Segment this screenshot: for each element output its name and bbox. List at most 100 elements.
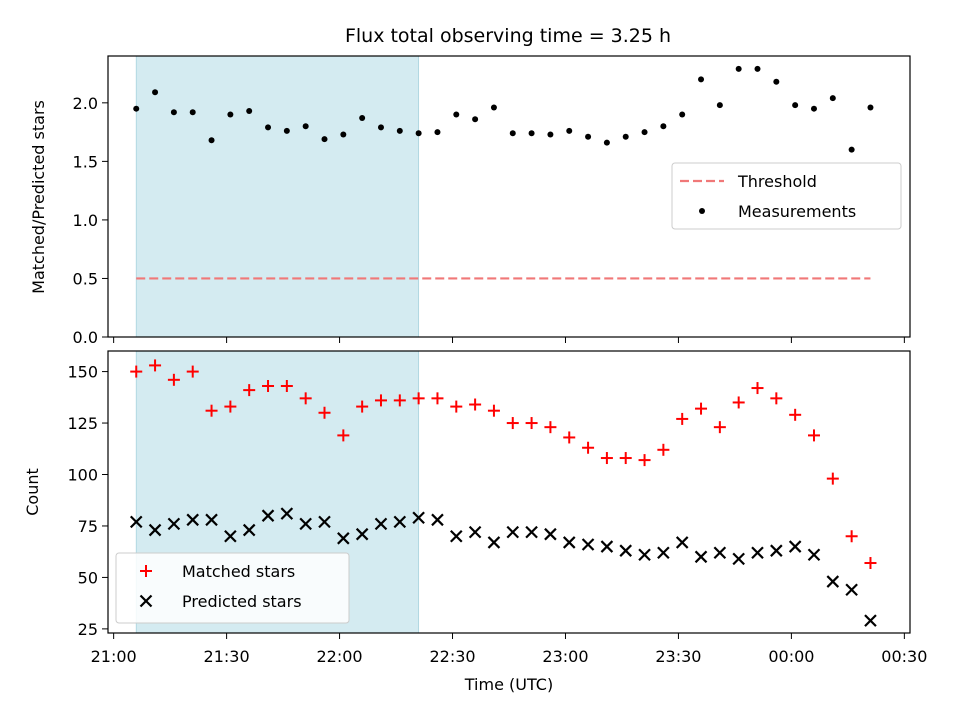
legend-entry: Predicted stars	[139, 592, 302, 611]
measurement-point	[189, 109, 196, 116]
predicted-star-point	[638, 548, 651, 562]
measurement-point	[490, 104, 497, 111]
predicted-star-point	[129, 515, 143, 529]
chart-title: Flux total observing time = 3.25 h	[345, 25, 671, 47]
predicted-star-point	[713, 546, 727, 560]
predicted-star-point	[751, 546, 764, 560]
measurement-point	[415, 130, 422, 137]
predicted-star-point	[242, 523, 256, 537]
bot-legend-box	[115, 552, 350, 624]
measurement-point	[170, 109, 177, 116]
matched-star-point	[544, 421, 557, 434]
matched-star-point	[224, 400, 237, 413]
measurement-point	[377, 124, 384, 131]
predicted-star-point	[431, 513, 444, 527]
predicted-star-point	[299, 517, 312, 531]
x-axis-label: Time (UTC)	[464, 675, 553, 694]
measurement-point	[453, 111, 460, 118]
top-legend-box	[671, 162, 902, 230]
measurement-point	[867, 104, 874, 111]
measurement-point	[472, 116, 479, 123]
matched-star-point	[412, 392, 425, 405]
matched-star-point	[205, 404, 218, 417]
measurement-point	[302, 123, 309, 130]
matched-star-point	[487, 404, 500, 417]
bot-y-tick-label: 50	[78, 568, 98, 587]
measurement-point	[227, 111, 234, 118]
matched-star-point	[130, 365, 143, 378]
predicted-star-point	[864, 614, 877, 627]
measurement-point	[679, 111, 686, 118]
top-y-tick-label: 2.0	[73, 94, 98, 113]
matched-star-point	[600, 452, 613, 465]
top-y-tick-label: 0.0	[73, 328, 98, 347]
legend-label: Matched stars	[182, 562, 295, 581]
measurement-point	[528, 130, 535, 137]
matched-star-point	[450, 400, 463, 413]
predicted-star-point	[506, 525, 520, 539]
legend-entry: Matched stars	[140, 562, 295, 581]
matched-star-point	[770, 392, 783, 405]
measurement-point	[716, 102, 723, 109]
matched-star-point	[695, 402, 708, 415]
predicted-star-point	[280, 507, 294, 520]
predicted-star-point	[412, 511, 425, 525]
measurement-point	[829, 95, 836, 102]
x-tick-label: 00:30	[881, 647, 927, 666]
top-y-tick-label: 0.5	[73, 269, 98, 288]
legend-entry: Threshold	[680, 172, 817, 191]
predicted-star-point	[205, 513, 218, 527]
predicted-star-point	[337, 532, 350, 545]
bottom-y-axis-label: Count	[23, 468, 42, 516]
bottom-plot-frame	[107, 350, 911, 634]
matched-star-point	[280, 379, 293, 392]
measurement-point	[641, 129, 648, 136]
predicted-star-point	[562, 536, 576, 549]
top-y-tick-label: 1.0	[73, 211, 98, 230]
matched-star-point	[582, 441, 595, 454]
predicted-star-point	[525, 525, 538, 539]
predicted-star-point	[826, 575, 840, 588]
predicted-star-point	[355, 527, 369, 541]
legend-label: Predicted stars	[182, 592, 302, 611]
predicted-star-point	[167, 517, 181, 531]
matched-star-point	[356, 400, 369, 413]
predicted-star-point	[675, 536, 689, 549]
measurement-point	[509, 130, 516, 137]
measurement-point	[585, 133, 592, 140]
matched-star-point	[299, 392, 312, 405]
matched-star-point	[149, 359, 162, 372]
matched-star-point	[262, 379, 275, 392]
x-tick-label: 21:30	[204, 647, 250, 666]
matched-star-point	[469, 398, 482, 411]
top-panel: 0.0 0.5 1.0 1.5 2.0 Threshold Measurements Ma…	[29, 55, 911, 347]
top-y-tick-label: 1.5	[73, 152, 98, 171]
measurement-point	[152, 89, 159, 96]
measurement-point	[340, 131, 347, 138]
matched-star-point	[337, 429, 350, 442]
measurement-point	[547, 131, 554, 138]
predicted-star-point	[186, 513, 199, 527]
x-tick-label: 00:00	[768, 647, 814, 666]
legend-matched-swatch	[140, 565, 152, 577]
predicted-star-point	[657, 546, 670, 560]
measurement-point	[735, 65, 742, 72]
predicted-star-point	[845, 583, 858, 597]
matched-star-point	[167, 373, 180, 386]
x-tick-label: 22:00	[317, 647, 363, 666]
predicted-star-point	[318, 515, 331, 529]
legend-predicted-swatch	[139, 594, 153, 608]
measurement-point	[133, 105, 140, 112]
matched-star-point	[864, 557, 877, 570]
predicted-star-point	[788, 540, 802, 553]
matched-star-point	[243, 384, 256, 397]
matched-star-point	[845, 530, 858, 543]
measurement-point	[754, 65, 761, 72]
predicted-star-point	[807, 548, 821, 562]
matched-star-point	[638, 454, 651, 467]
predicted-star-point	[468, 525, 482, 539]
predicted-star-point	[224, 529, 237, 543]
measurement-point	[208, 137, 215, 144]
matched-star-point	[525, 417, 538, 430]
